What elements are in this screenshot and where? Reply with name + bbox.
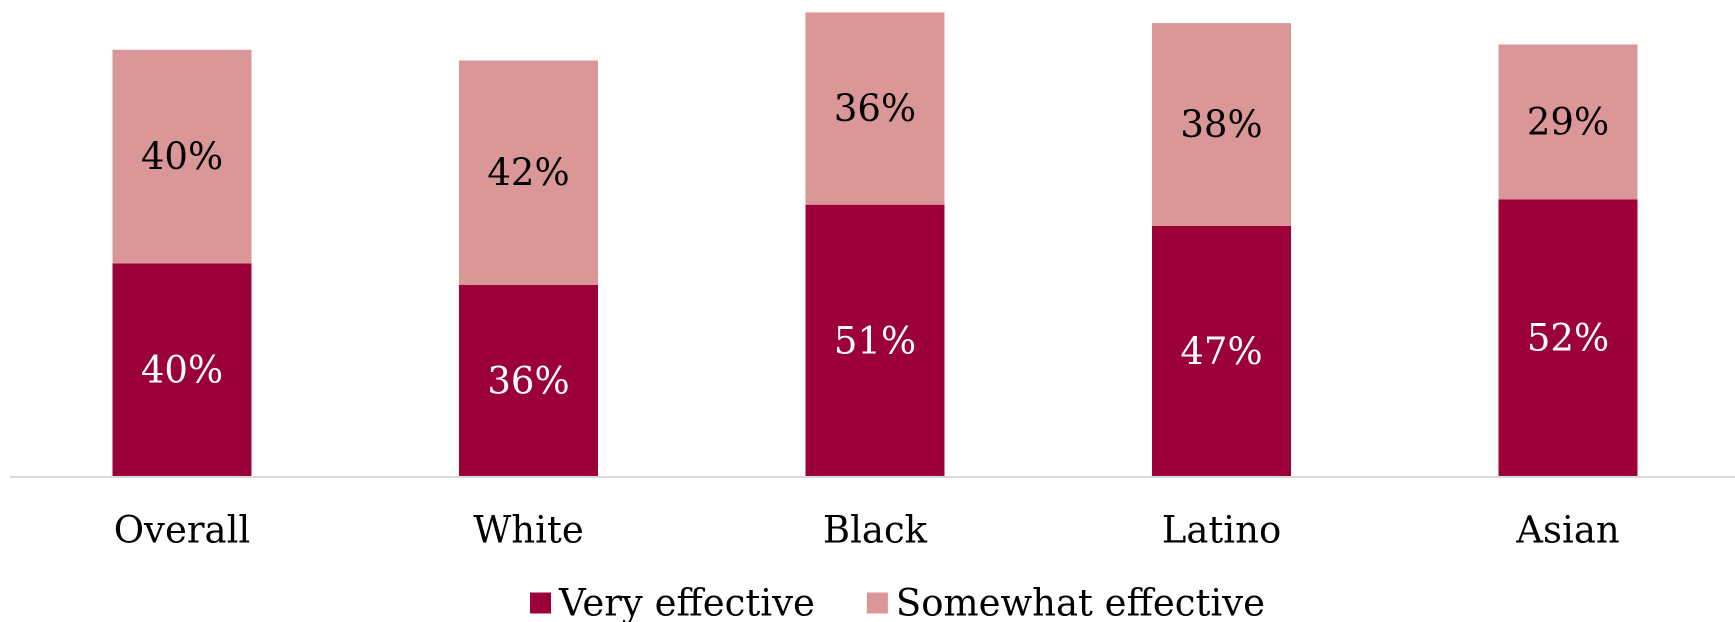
data-label-asian-series-1: 29%	[1527, 100, 1609, 143]
x-tick-label-asian: Asian	[1515, 509, 1619, 552]
x-tick-label-white: White	[473, 509, 583, 552]
bar-asian-series-0	[1498, 199, 1638, 478]
data-label-asian-series-0: 52%	[1527, 317, 1609, 360]
bars-layer: 40% 40% 36% 42% 51% 36% 47% 38% 52% 29%	[112, 12, 1638, 478]
data-label-black-series-0: 51%	[834, 319, 916, 362]
data-label-overall-series-1: 40%	[141, 135, 223, 178]
legend-swatch-series-1	[866, 592, 888, 614]
legend: Very effective Somewhat effective	[530, 582, 1265, 622]
bar-black-series-0	[805, 204, 945, 477]
bar-overall-series-0	[112, 263, 252, 477]
x-tick-labels: Overall White Black Latino Asian	[114, 509, 1620, 552]
bar-black-series-1	[805, 12, 945, 205]
legend-label-series-0: Very effective	[558, 582, 815, 622]
legend-swatch-series-0	[530, 592, 551, 614]
x-tick-label-overall: Overall	[114, 509, 251, 552]
legend-label-series-1: Somewhat effective	[896, 582, 1265, 622]
x-tick-label-latino: Latino	[1162, 509, 1281, 552]
data-label-latino-series-0: 47%	[1180, 330, 1262, 373]
bar-latino-series-0	[1152, 226, 1291, 477]
x-tick-label-black: Black	[823, 509, 928, 552]
data-label-white-series-0: 36%	[487, 359, 569, 402]
data-label-white-series-1: 42%	[487, 151, 569, 194]
bar-asian-series-1	[1498, 44, 1638, 200]
data-label-overall-series-0: 40%	[141, 349, 223, 392]
bar-white-series-0	[459, 284, 598, 477]
data-label-latino-series-1: 38%	[1180, 103, 1262, 146]
bar-overall-series-1	[112, 49, 252, 264]
bar-latino-series-1	[1152, 23, 1291, 226]
bar-white-series-1	[459, 60, 598, 285]
data-label-black-series-1: 36%	[834, 87, 916, 130]
